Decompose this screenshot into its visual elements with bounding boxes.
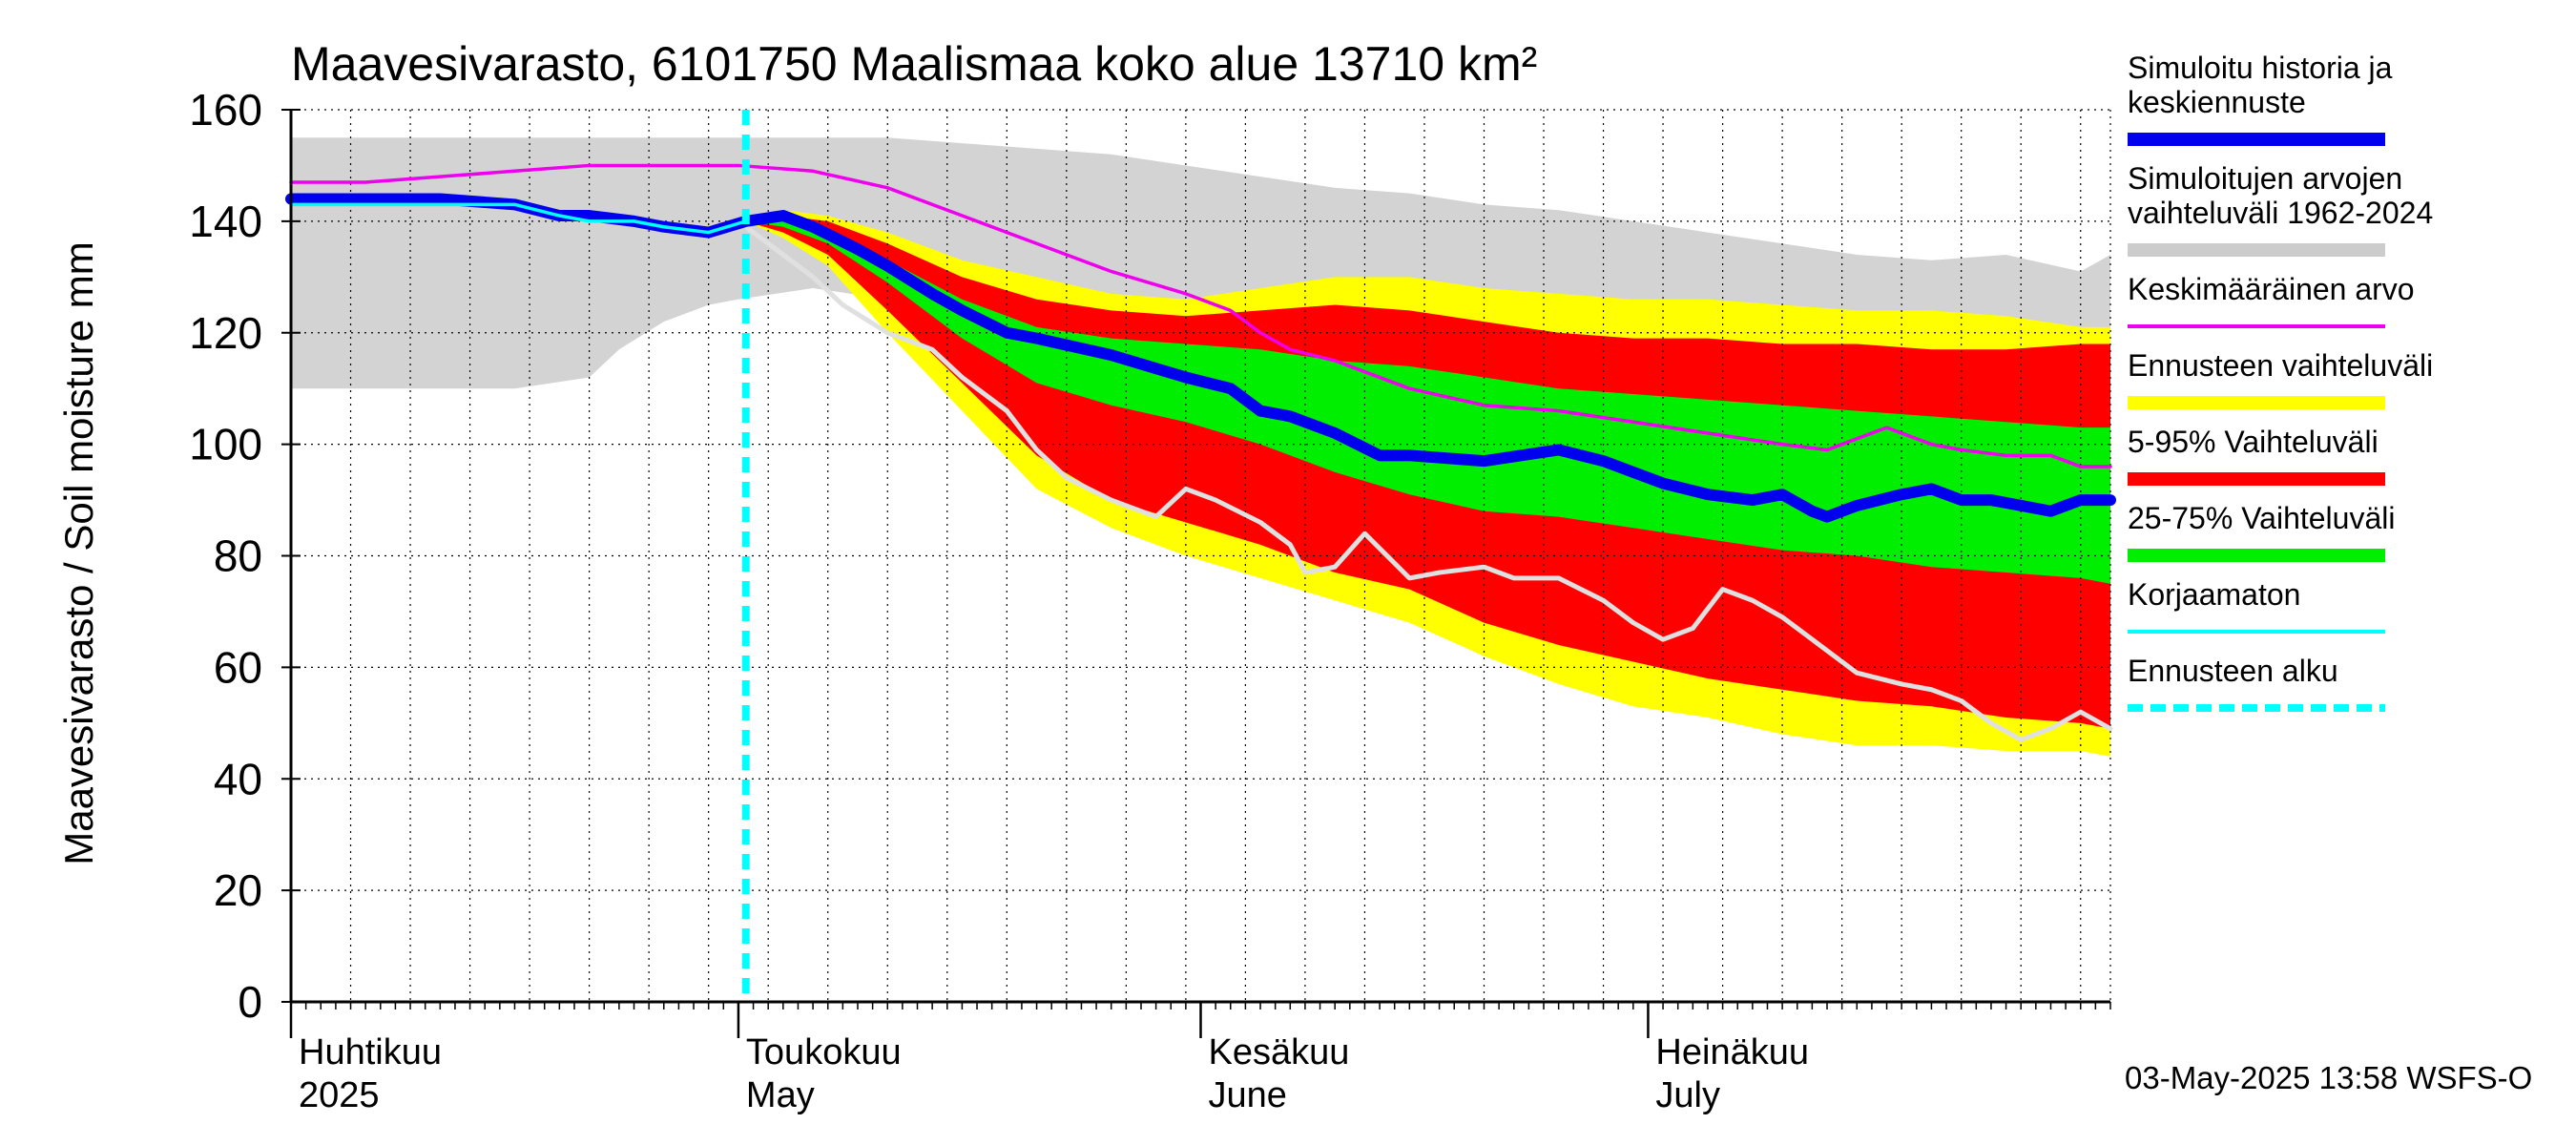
y-tick-label-80: 80: [214, 531, 262, 581]
chart-title: Maavesivarasto, 6101750 Maalismaa koko a…: [291, 37, 1537, 91]
month-label-fi: Huhtikuu: [299, 1032, 442, 1072]
legend-label-5: 25-75% Vaihteluväli: [2128, 501, 2395, 535]
series-line-3: [289, 202, 748, 235]
month-label-en: July: [1655, 1075, 1720, 1115]
legend-label-7: Ennusteen alku: [2128, 654, 2338, 688]
legend-label-6: Korjaamaton: [2128, 577, 2300, 612]
month-label-en: May: [746, 1075, 815, 1115]
month-label-en: 2025: [299, 1075, 380, 1115]
y-tick-label-20: 20: [214, 865, 262, 915]
series-line-0: [743, 224, 2113, 742]
y-tick-label-160: 160: [189, 85, 262, 135]
month-label-fi: Kesäkuu: [1209, 1032, 1350, 1072]
y-tick-label-40: 40: [214, 754, 262, 803]
y-tick-label-0: 0: [238, 977, 262, 1027]
y-tick-label-60: 60: [214, 642, 262, 692]
legend-label-1: Simuloitujen arvojen vaihteluväli 1962-20…: [2128, 161, 2433, 230]
legend-label-0: Simuloitu historia ja keskiennuste: [2128, 51, 2393, 119]
month-label-en: June: [1209, 1075, 1287, 1115]
legend: Simuloitu historia ja keskiennuste Simuloi…: [2128, 51, 2433, 712]
legend-label-3: Ennusteen vaihteluväli: [2128, 348, 2433, 383]
grid-lines: [291, 109, 2111, 1002]
timestamp: 03-May-2025 13:58 WSFS-O: [2125, 1060, 2532, 1095]
y-tick-label-100: 100: [189, 420, 262, 469]
legend-label-2: Keskimääräinen arvo: [2128, 272, 2415, 306]
series-lines: [285, 110, 2116, 1002]
series-line-1: [289, 163, 2112, 468]
y-axis-label: Maavesivarasto / Soil moisture mm: [56, 241, 101, 865]
y-tick-label-140: 140: [189, 197, 262, 246]
month-label-fi: Toukokuu: [746, 1032, 902, 1072]
y-tick-label-120: 120: [189, 308, 262, 358]
legend-label-4: 5-95% Vaihteluväli: [2128, 425, 2379, 459]
month-label-fi: Heinäkuu: [1655, 1032, 1809, 1072]
